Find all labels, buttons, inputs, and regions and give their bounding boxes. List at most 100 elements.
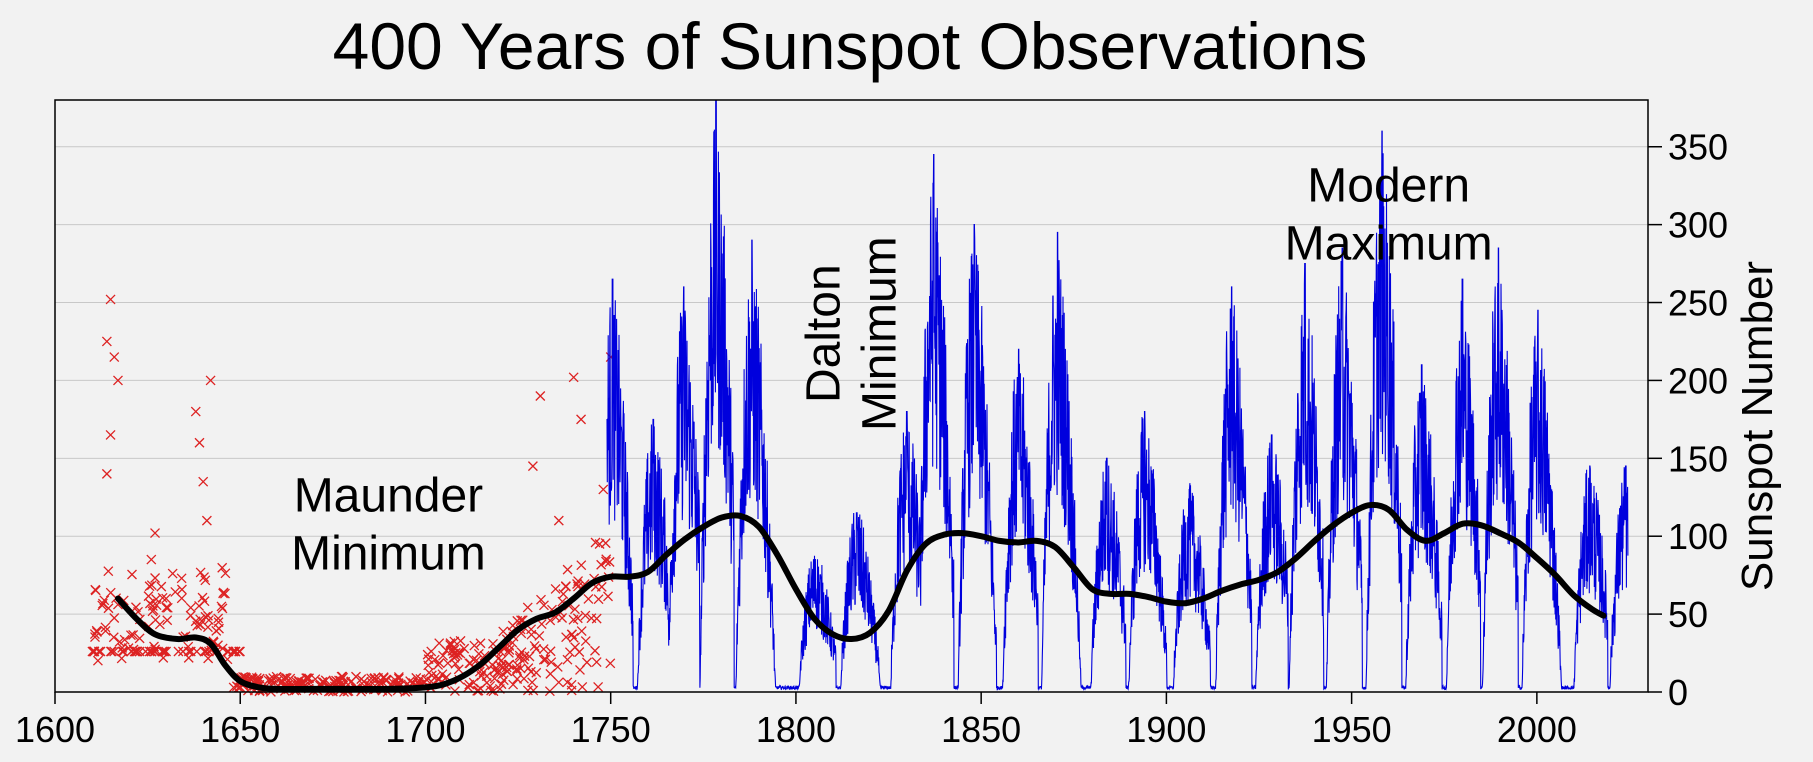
early-observation-point bbox=[117, 646, 128, 657]
early-observation-point bbox=[167, 568, 178, 579]
early-observation-point bbox=[185, 602, 196, 613]
early-observation-point bbox=[495, 661, 506, 672]
early-observation-point bbox=[545, 668, 556, 679]
early-observation-point bbox=[105, 294, 116, 305]
early-observation-point bbox=[514, 653, 525, 664]
early-observation-point bbox=[568, 372, 579, 383]
early-observation-point bbox=[134, 633, 145, 644]
early-observation-point bbox=[438, 650, 448, 661]
early-observation-point bbox=[157, 592, 168, 603]
x-tick-label: 1650 bbox=[200, 709, 280, 750]
early-observation-point bbox=[114, 636, 125, 647]
early-observation-point bbox=[562, 654, 573, 665]
early-observation-point bbox=[538, 654, 549, 665]
early-observation-point bbox=[576, 414, 587, 425]
x-tick-label: 1850 bbox=[941, 709, 1021, 750]
early-observation-point bbox=[150, 528, 160, 539]
early-observation-point bbox=[538, 600, 549, 611]
monthly-series bbox=[606, 99, 1629, 692]
early-observation-point bbox=[90, 584, 101, 595]
early-observation-point bbox=[205, 375, 216, 386]
early-observation-point bbox=[393, 672, 404, 682]
early-observation-point bbox=[89, 646, 100, 657]
early-observation-point bbox=[97, 598, 108, 609]
early-observation-point bbox=[445, 640, 456, 650]
early-observation-point bbox=[527, 461, 538, 472]
early-observation-point bbox=[576, 560, 587, 571]
early-observation-point bbox=[217, 562, 228, 573]
early-observation-point bbox=[97, 600, 108, 611]
early-observation-point bbox=[125, 630, 136, 641]
early-observation-point bbox=[199, 572, 210, 582]
early-observation-point bbox=[498, 626, 509, 637]
early-observation-point bbox=[235, 646, 245, 657]
early-observation-point bbox=[528, 685, 539, 696]
early-observation-point bbox=[131, 602, 141, 613]
early-observation-point bbox=[560, 581, 571, 592]
annotation-line: Maximum bbox=[1285, 217, 1493, 270]
early-observation-point bbox=[463, 682, 474, 693]
early-observation-point bbox=[534, 630, 545, 641]
early-observation-point bbox=[553, 515, 564, 526]
early-observation-point bbox=[449, 686, 460, 697]
early-observation-point bbox=[302, 673, 313, 684]
early-observation-point bbox=[598, 484, 609, 495]
early-observation-point bbox=[203, 653, 214, 664]
early-observation-point bbox=[218, 588, 229, 599]
early-observation-point bbox=[424, 667, 435, 678]
early-observation-point bbox=[159, 646, 170, 657]
early-observation-point bbox=[531, 643, 542, 654]
early-observation-point bbox=[200, 575, 211, 586]
early-observation-point bbox=[593, 594, 604, 605]
annotation-line: Dalton bbox=[798, 264, 851, 403]
early-observation-point bbox=[356, 674, 367, 685]
early-observation-point bbox=[561, 632, 572, 643]
early-observation-point bbox=[593, 681, 604, 692]
early-observation-point bbox=[154, 619, 165, 630]
early-observation-point bbox=[128, 629, 139, 640]
early-observation-point bbox=[161, 593, 172, 604]
y-tick-label: 350 bbox=[1668, 127, 1728, 168]
early-observation-point bbox=[183, 641, 194, 652]
x-tick-label: 1800 bbox=[756, 709, 836, 750]
early-observation-point bbox=[129, 646, 140, 657]
early-observation-point bbox=[562, 564, 573, 575]
early-observation-point bbox=[230, 646, 241, 657]
y-tick-label: 50 bbox=[1668, 594, 1708, 635]
early-observation-point bbox=[216, 601, 227, 612]
early-observation-point bbox=[103, 566, 114, 577]
early-observation-point bbox=[185, 646, 196, 657]
early-observation-point bbox=[176, 584, 187, 595]
y-tick-label: 250 bbox=[1668, 283, 1728, 324]
early-observation-point bbox=[450, 650, 461, 661]
early-observation-point bbox=[508, 679, 519, 690]
y-tick-label: 300 bbox=[1668, 205, 1728, 246]
smoothed-curve bbox=[114, 501, 1607, 692]
early-observation-point bbox=[144, 581, 155, 592]
early-observation-point bbox=[100, 625, 111, 636]
early-observation-point bbox=[604, 557, 615, 567]
early-observation-point bbox=[201, 515, 212, 526]
early-observation-point bbox=[501, 662, 512, 673]
early-observation-point bbox=[211, 625, 222, 636]
early-observation-point bbox=[201, 646, 212, 657]
x-tick-label: 1700 bbox=[385, 709, 465, 750]
early-observation-point bbox=[106, 646, 117, 657]
early-observation-point bbox=[481, 671, 492, 682]
early-observation-point bbox=[118, 646, 129, 657]
early-observation-point bbox=[577, 681, 588, 692]
early-observation-point bbox=[580, 610, 591, 621]
early-observation-point bbox=[91, 625, 102, 636]
y-tick-label: 200 bbox=[1668, 360, 1728, 401]
early-observation-point bbox=[217, 603, 228, 614]
early-observation-point bbox=[194, 437, 205, 448]
early-observation-point bbox=[538, 644, 549, 654]
early-observation-point bbox=[101, 336, 112, 347]
early-observation-point bbox=[162, 615, 173, 626]
early-observation-point bbox=[529, 640, 540, 651]
early-observation-point bbox=[535, 391, 546, 401]
early-observation-point bbox=[318, 677, 329, 688]
early-observation-point bbox=[576, 626, 587, 637]
early-observation-point bbox=[99, 595, 110, 606]
